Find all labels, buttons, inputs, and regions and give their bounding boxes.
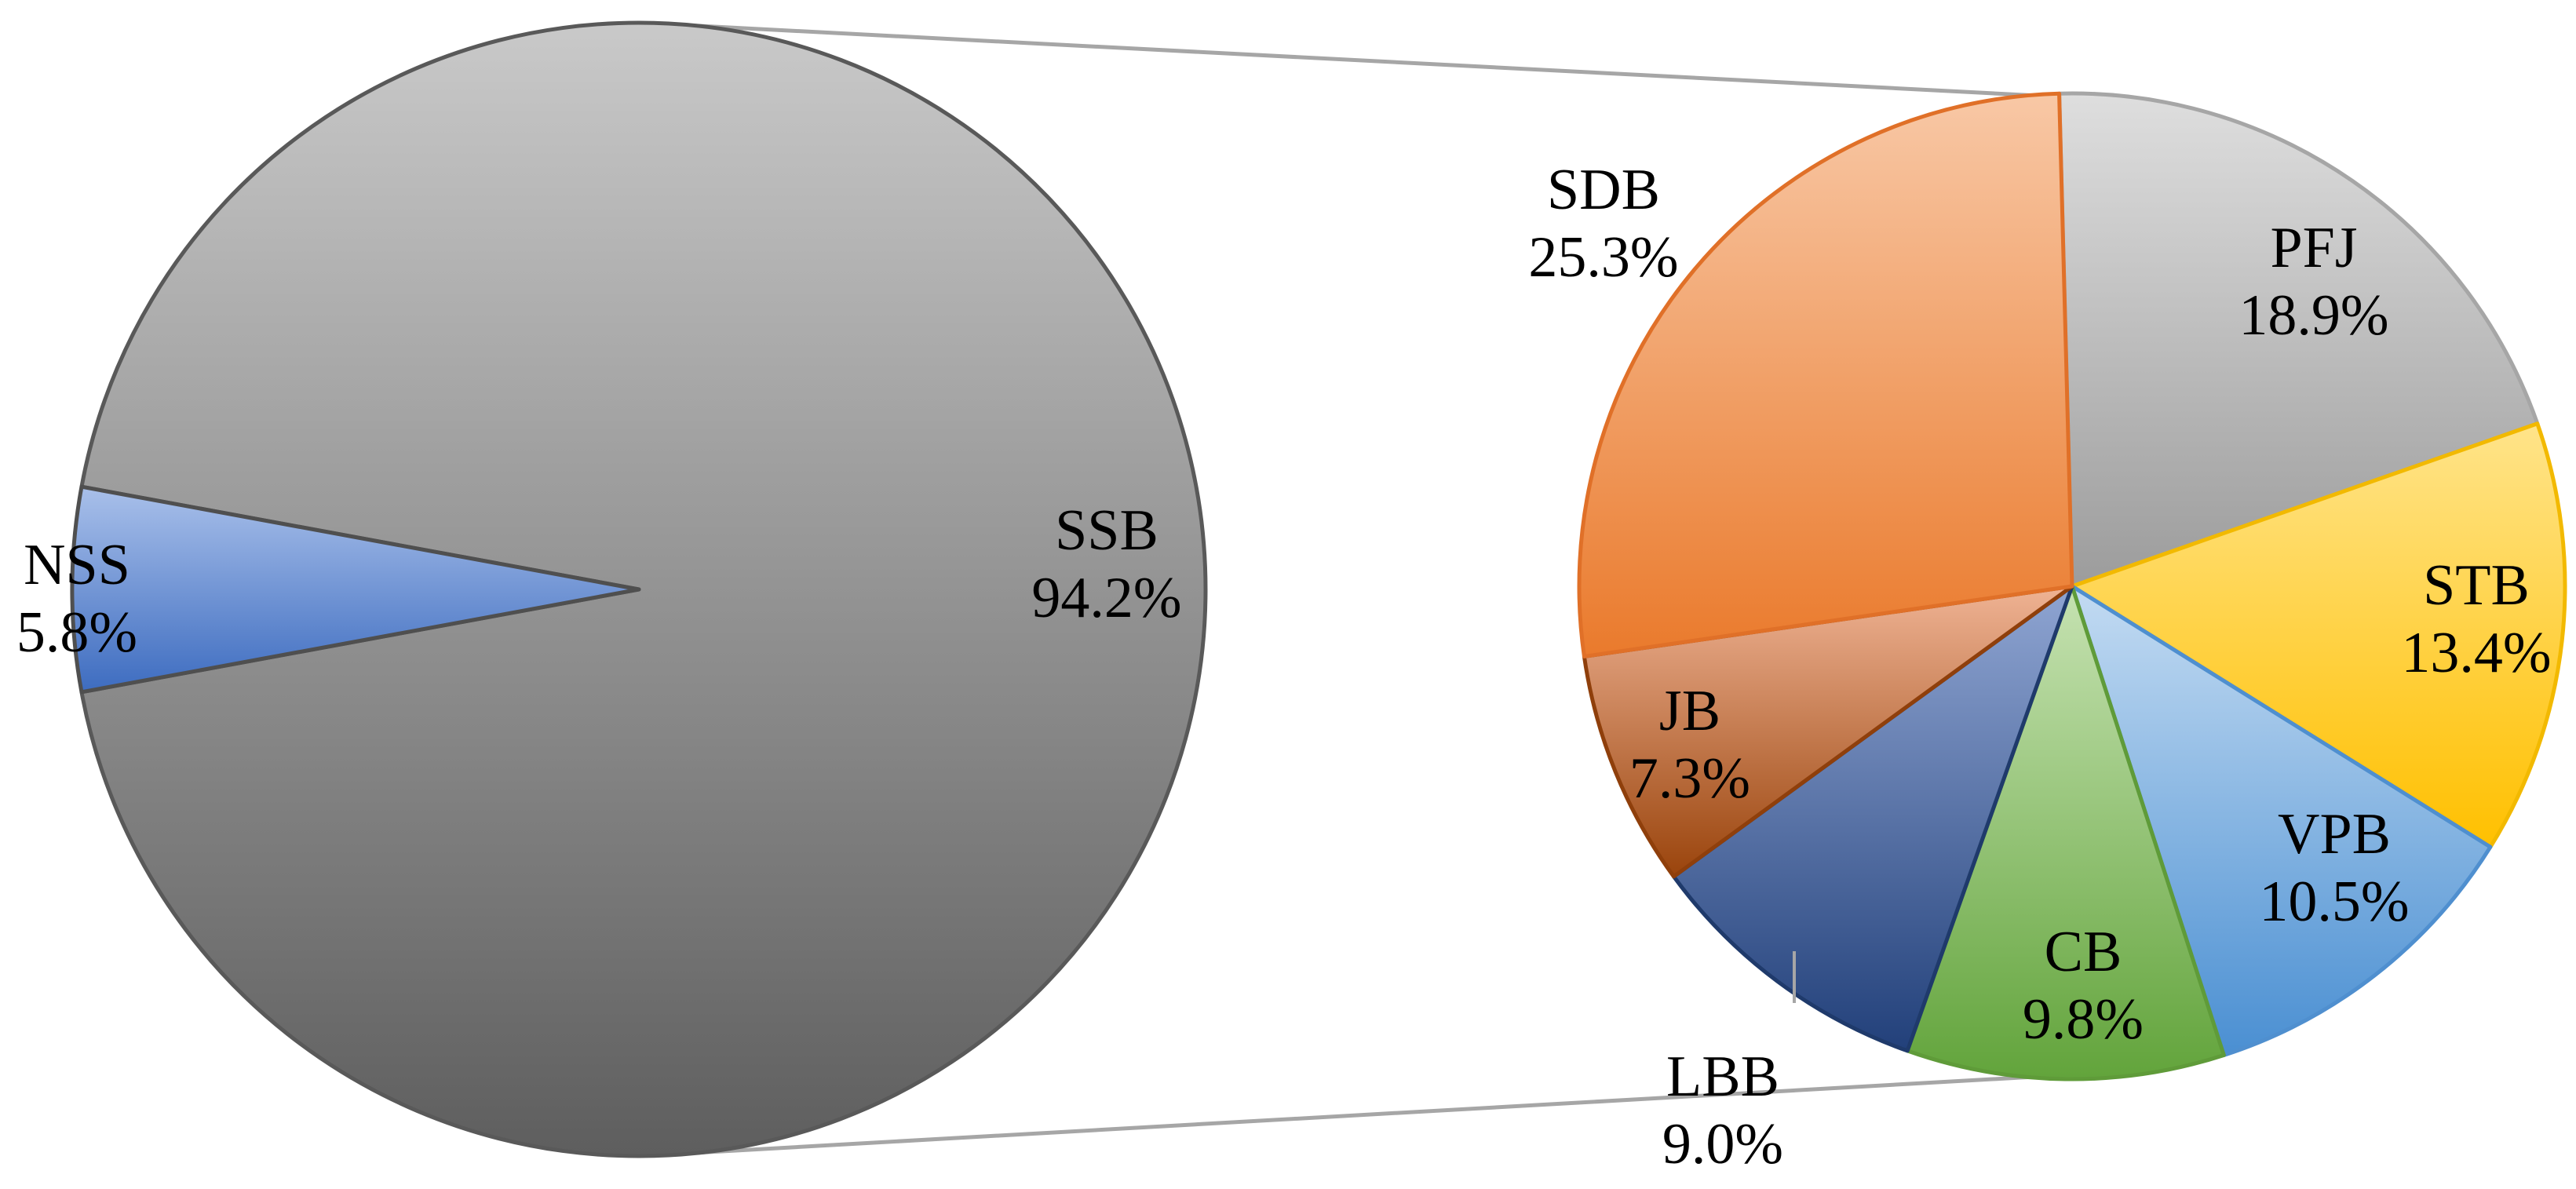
slice-ssb bbox=[79, 20, 1208, 1158]
secondary-pie bbox=[1577, 91, 2567, 1081]
label-nss-name: NSS bbox=[24, 533, 130, 597]
slice-vpb bbox=[2070, 584, 2493, 1057]
label-sdb-value: 25.3% bbox=[1528, 225, 1678, 290]
slice-jb bbox=[1582, 584, 2074, 879]
slice-pfj bbox=[2057, 91, 2540, 589]
data-labels: SSB 94.2% NSS 5.8% PFJ 18.9% STB 13.4% VPB 10.5% C… bbox=[16, 158, 2552, 1176]
label-lbb-name: LBB bbox=[1666, 1045, 1779, 1109]
label-jb: JB 7.3% bbox=[1629, 679, 1750, 811]
label-ssb-value: 94.2% bbox=[1031, 566, 1181, 630]
label-vpb-name: VPB bbox=[2278, 802, 2391, 866]
slice-stb bbox=[2070, 421, 2567, 849]
slice-nss bbox=[70, 484, 641, 695]
label-lbb-value: 9.0% bbox=[1662, 1112, 1783, 1176]
connector-bottom bbox=[638, 1074, 2035, 1158]
label-cb-name: CB bbox=[2045, 920, 2122, 984]
label-sdb-name: SDB bbox=[1547, 158, 1660, 222]
label-cb-value: 9.8% bbox=[2023, 987, 2144, 1052]
label-stb-value: 13.4% bbox=[2401, 621, 2551, 685]
label-ssb-name: SSB bbox=[1055, 498, 1158, 563]
slice-lbb bbox=[1671, 584, 2074, 1053]
label-sdb: SDB 25.3% bbox=[1528, 158, 1678, 290]
label-jb-value: 7.3% bbox=[1629, 746, 1750, 811]
label-pfj: PFJ 18.9% bbox=[2238, 216, 2388, 348]
label-nss-value: 5.8% bbox=[16, 600, 137, 665]
label-lbb: LBB 9.0% bbox=[1662, 1045, 1783, 1176]
slice-cb bbox=[1905, 584, 2226, 1081]
label-pfj-value: 18.9% bbox=[2238, 283, 2388, 348]
label-nss: NSS 5.8% bbox=[16, 533, 137, 665]
label-pfj-name: PFJ bbox=[2270, 216, 2357, 280]
label-stb-name: STB bbox=[2423, 553, 2530, 618]
label-stb: STB 13.4% bbox=[2401, 553, 2551, 685]
label-vpb: VPB 10.5% bbox=[2259, 802, 2409, 934]
label-jb-name: JB bbox=[1659, 679, 1720, 743]
connector-lines bbox=[638, 20, 2040, 1158]
connector-top bbox=[638, 20, 2040, 98]
label-cb: CB 9.8% bbox=[2023, 920, 2144, 1052]
slice-sdb bbox=[1577, 91, 2074, 658]
label-ssb: SSB 94.2% bbox=[1031, 498, 1181, 630]
main-pie bbox=[70, 20, 1208, 1158]
label-vpb-value: 10.5% bbox=[2259, 870, 2409, 934]
